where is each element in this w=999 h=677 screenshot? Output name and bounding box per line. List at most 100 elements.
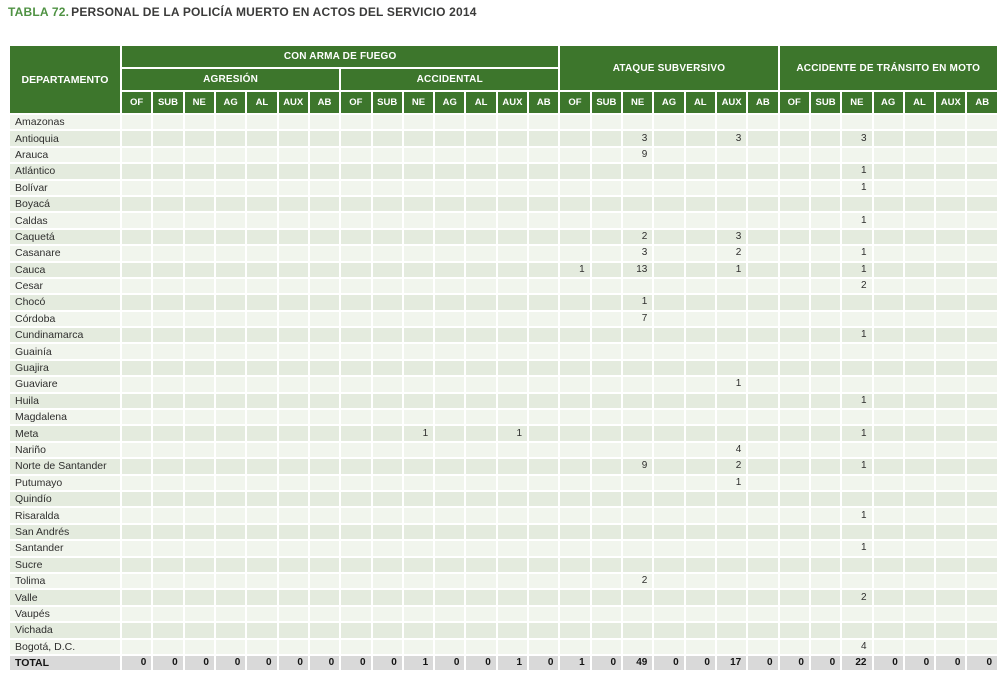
value-cell [466,410,496,425]
value-cell [466,475,496,490]
total-value-cell: 0 [685,655,715,671]
value-cell [967,164,997,179]
value-cell [247,295,277,310]
department-cell: Casanare [10,246,120,261]
value-cell [466,541,496,556]
value-cell [278,410,308,425]
value-cell [435,295,465,310]
value-cell [623,606,653,622]
value-cell [716,295,747,310]
value-cell [466,229,496,245]
value-cell [435,328,465,343]
value-cell [685,229,715,245]
value-cell [716,541,747,556]
value-cell [716,491,747,507]
value-cell [466,524,496,540]
value-cell [372,590,402,605]
value-cell [341,606,371,622]
value-cell [403,573,434,589]
total-value-cell: 0 [466,655,496,671]
value-cell [247,410,277,425]
value-cell [215,196,246,212]
value-cell [748,475,778,490]
total-value-cell: 0 [122,655,152,671]
value-cell [497,328,528,343]
value-cell [435,278,465,294]
value-cell [529,147,559,163]
value-cell [497,590,528,605]
value-cell [278,475,308,490]
value-cell [184,623,214,638]
col-header-al: AL [247,92,277,113]
value-cell [215,508,246,523]
value-cell [153,147,183,163]
value-cell [842,573,872,589]
value-cell: 1 [842,426,872,441]
value-cell [278,573,308,589]
value-cell [497,508,528,523]
value-cell [904,360,935,376]
value-cell [529,393,559,409]
value-cell [842,229,872,245]
value-cell [529,262,559,277]
value-cell [403,147,434,163]
table-number: TABLA 72. [8,5,70,19]
value-cell [403,278,434,294]
col-header-aux: AUX [497,92,528,113]
value-cell: 2 [623,229,653,245]
value-cell [685,524,715,540]
value-cell [842,344,872,359]
value-cell [215,246,246,261]
value-cell [591,344,621,359]
value-cell [341,180,371,195]
value-cell [936,410,966,425]
value-cell [904,606,935,622]
department-cell: Huila [10,393,120,409]
value-cell [873,459,903,474]
value-cell [122,278,152,294]
value-cell [936,147,966,163]
value-cell [810,295,841,310]
value-cell [497,213,528,228]
value-cell [967,311,997,327]
value-cell [560,590,590,605]
value-cell [529,360,559,376]
value-cell [247,442,277,458]
value-cell [309,393,340,409]
value-cell [591,410,621,425]
value-cell [936,475,966,490]
table-row: Magdalena [10,410,997,425]
value-cell [122,360,152,376]
value-cell [435,131,465,146]
value-cell [122,344,152,359]
value-cell [278,213,308,228]
value-cell [403,229,434,245]
value-cell [247,590,277,605]
total-value-cell: 0 [936,655,966,671]
col-header-ab: AB [309,92,340,113]
value-cell [278,196,308,212]
value-cell [341,147,371,163]
col-header-sub: SUB [591,92,621,113]
value-cell [122,606,152,622]
value-cell [153,639,183,654]
group-header-arma-fuego: CON ARMA DE FUEGO [122,46,559,67]
value-cell [842,196,872,212]
value-cell [779,328,809,343]
value-cell [435,229,465,245]
value-cell [716,623,747,638]
value-cell [372,393,402,409]
value-cell [936,229,966,245]
value-cell [403,180,434,195]
value-cell [967,475,997,490]
value-cell [247,491,277,507]
department-cell: Atlántico [10,164,120,179]
value-cell [372,295,402,310]
value-cell [497,295,528,310]
value-cell [623,623,653,638]
value-cell [341,295,371,310]
value-cell [748,328,778,343]
value-cell [529,508,559,523]
value-cell [842,475,872,490]
value-cell [810,459,841,474]
